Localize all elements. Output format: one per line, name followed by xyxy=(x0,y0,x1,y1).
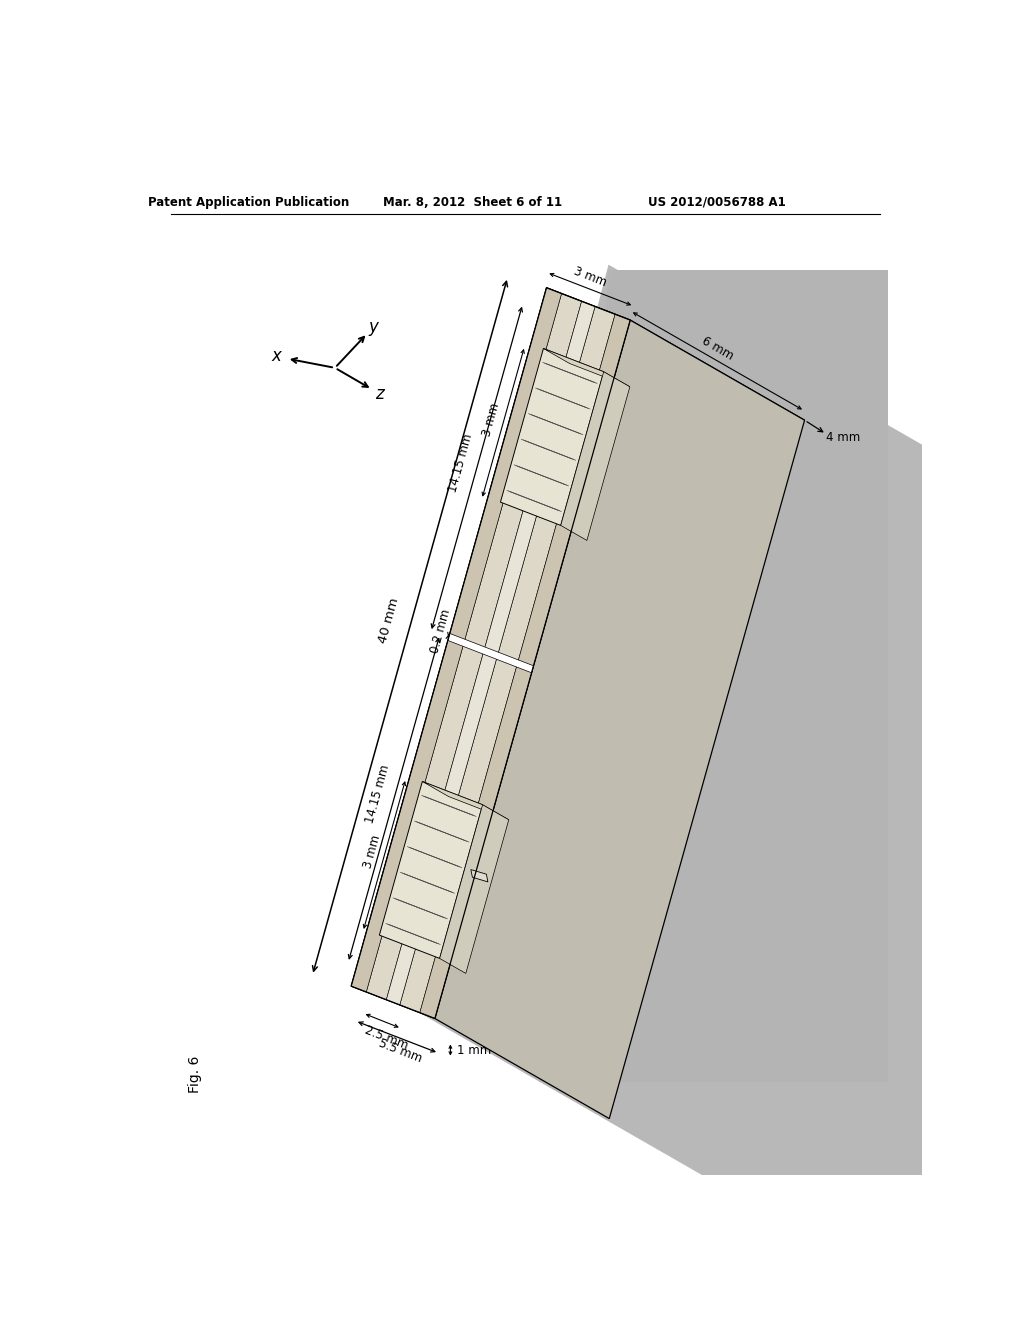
Polygon shape xyxy=(399,306,615,1012)
Text: 14.15 mm: 14.15 mm xyxy=(364,763,392,825)
Text: x: x xyxy=(271,347,281,364)
Text: 3 mm: 3 mm xyxy=(361,833,383,870)
Text: 3 mm: 3 mm xyxy=(572,265,608,289)
Polygon shape xyxy=(351,288,630,1019)
Text: US 2012/0056788 A1: US 2012/0056788 A1 xyxy=(648,195,785,209)
Polygon shape xyxy=(367,293,582,999)
Text: 6 mm: 6 mm xyxy=(699,334,735,363)
Text: Fig. 6: Fig. 6 xyxy=(188,1056,203,1093)
Polygon shape xyxy=(561,372,630,540)
Text: 1 mm: 1 mm xyxy=(457,1044,490,1056)
Polygon shape xyxy=(544,348,630,387)
Polygon shape xyxy=(501,348,604,525)
Polygon shape xyxy=(435,321,805,1118)
Polygon shape xyxy=(420,314,630,1019)
Polygon shape xyxy=(379,781,482,958)
Text: 1 mm: 1 mm xyxy=(515,805,549,818)
Text: 2.5 mm: 2.5 mm xyxy=(362,1023,410,1052)
Polygon shape xyxy=(414,264,1024,1320)
Polygon shape xyxy=(539,271,888,1082)
Polygon shape xyxy=(351,288,561,991)
Text: 14.15 mm: 14.15 mm xyxy=(446,433,475,494)
Polygon shape xyxy=(447,634,534,673)
Text: z: z xyxy=(376,385,384,403)
Text: 0.2 mm: 0.2 mm xyxy=(429,609,454,655)
Text: 40 mm: 40 mm xyxy=(377,597,401,644)
Polygon shape xyxy=(386,301,595,1005)
Polygon shape xyxy=(547,288,805,420)
Text: 4 mm: 4 mm xyxy=(826,432,860,445)
Text: Patent Application Publication: Patent Application Publication xyxy=(147,195,349,209)
Text: 3 mm: 3 mm xyxy=(480,401,502,438)
Text: y: y xyxy=(369,318,379,337)
Polygon shape xyxy=(422,781,509,820)
Text: 1 mm: 1 mm xyxy=(639,371,673,384)
Polygon shape xyxy=(439,805,509,973)
Text: 1 mm: 1 mm xyxy=(596,524,630,537)
Text: 5.5 mm: 5.5 mm xyxy=(378,1036,424,1065)
Polygon shape xyxy=(471,870,487,882)
Text: Mar. 8, 2012  Sheet 6 of 11: Mar. 8, 2012 Sheet 6 of 11 xyxy=(383,195,562,209)
